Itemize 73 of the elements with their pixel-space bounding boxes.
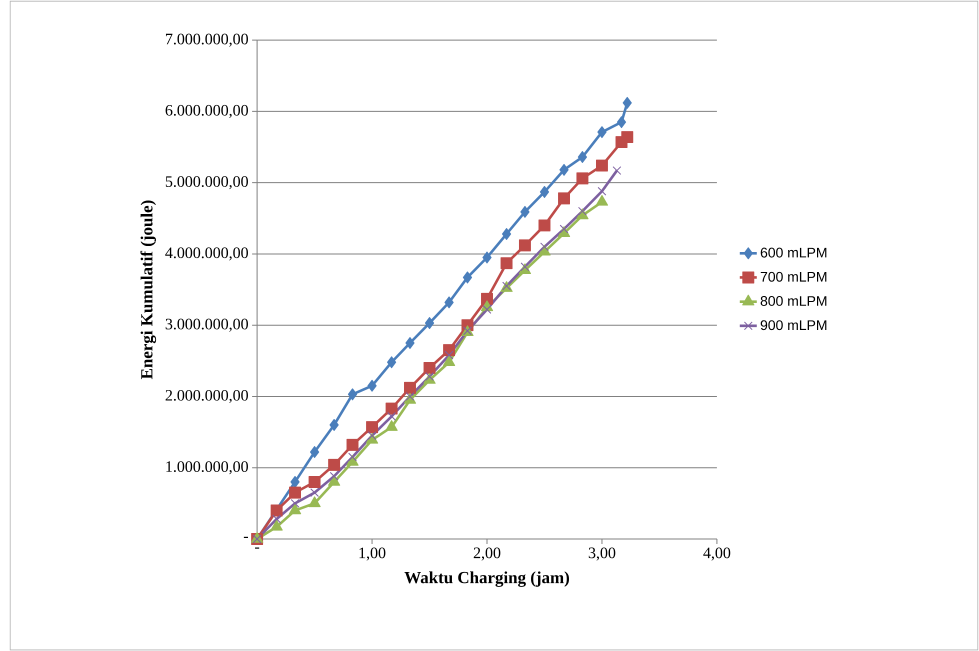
legend-label: 900 mLPM — [760, 320, 826, 330]
point — [500, 257, 513, 270]
point — [559, 164, 569, 176]
point — [578, 150, 588, 163]
point — [308, 476, 321, 488]
point — [482, 305, 492, 314]
point — [348, 388, 358, 400]
point — [367, 380, 377, 392]
point — [425, 372, 434, 381]
point — [424, 362, 436, 374]
point — [540, 186, 550, 198]
point — [622, 96, 632, 109]
point — [502, 228, 512, 240]
point — [404, 382, 416, 394]
point — [578, 206, 587, 216]
point — [442, 355, 456, 366]
point — [482, 251, 492, 264]
point — [576, 172, 588, 184]
point — [270, 520, 283, 531]
point — [558, 192, 570, 204]
point — [348, 452, 357, 462]
point — [290, 476, 300, 488]
point — [328, 458, 340, 471]
point — [481, 292, 493, 305]
point — [308, 496, 321, 508]
y-tick-label: 5.000.000,00 — [166, 176, 248, 190]
point — [540, 242, 549, 252]
y-tick-label: 2.000.000,00 — [166, 390, 248, 403]
point — [310, 446, 320, 458]
point — [289, 486, 302, 499]
point — [346, 438, 358, 451]
point — [385, 420, 398, 431]
point — [366, 421, 378, 434]
point — [612, 166, 622, 175]
x-tick-label: 1,00 — [360, 547, 386, 560]
point — [386, 356, 396, 368]
point — [270, 504, 283, 516]
y-tick-label: 3.000.000,00 — [166, 318, 248, 332]
point — [405, 336, 415, 349]
point — [288, 503, 302, 514]
y-axis-title: Energi Kumulatif (joule) — [140, 200, 156, 380]
x-tick-label: 4,00 — [703, 547, 730, 560]
legend-label: 800 mLPM — [760, 296, 826, 306]
x-tick-label: - — [255, 547, 260, 549]
point — [538, 219, 550, 232]
point — [386, 402, 398, 414]
point — [596, 160, 608, 172]
point — [597, 126, 607, 138]
point — [462, 271, 472, 284]
point — [424, 317, 434, 329]
y-tick-label: - — [244, 536, 248, 538]
x-tick-label: 2,00 — [474, 547, 500, 560]
legend-label: 600 mLPM — [760, 248, 826, 258]
point — [444, 296, 454, 308]
point — [621, 131, 634, 143]
point — [616, 116, 626, 128]
point — [444, 350, 454, 360]
point — [330, 418, 339, 431]
point — [560, 224, 568, 234]
legend-label: 700 mLPM — [760, 272, 826, 282]
x-tick-label: 3,00 — [588, 547, 616, 560]
y-tick-label: 4.000.000,00 — [165, 247, 248, 260]
x-axis-title: Waktu Charging (jam) — [404, 571, 570, 587]
point — [518, 239, 531, 252]
point — [368, 431, 376, 440]
y-tick-label: 6.000.000,00 — [166, 104, 248, 118]
point — [406, 392, 414, 401]
point — [520, 262, 530, 272]
point — [520, 206, 530, 218]
y-tick-label: 1.000.000,00 — [166, 461, 248, 474]
y-tick-label: 7.000.000,00 — [166, 34, 248, 47]
point — [443, 344, 456, 356]
point — [330, 472, 338, 481]
